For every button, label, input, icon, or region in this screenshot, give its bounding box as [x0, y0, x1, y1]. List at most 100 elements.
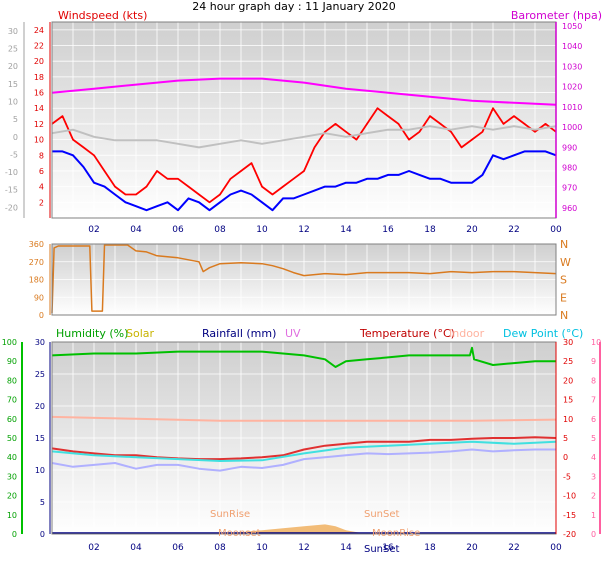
- compass-tick-label: S: [560, 274, 567, 287]
- windspeed-tick-label: 2: [39, 198, 44, 207]
- direction-panel-frame: [51, 243, 557, 316]
- barometer-axis-label: Barometer (hpa): [511, 9, 602, 22]
- humidity-tick-label: 40: [7, 453, 17, 462]
- rainfall-tick-label: 25: [35, 370, 45, 379]
- humidity-tick-label: 70: [7, 396, 17, 405]
- top-panel: Windspeed (kts) Barometer (hpa) 24681012…: [5, 9, 602, 235]
- uv-tick-label: 8: [591, 376, 596, 385]
- x-tick-label: 18: [424, 225, 436, 235]
- barometer-tick-label: 970: [562, 184, 577, 193]
- x-tick-label: 14: [340, 225, 352, 235]
- bottom-series-line-1: [51, 415, 557, 422]
- x-tick-label: 02: [88, 543, 99, 553]
- bottom-series-line-2: [51, 436, 557, 461]
- uv-tick-label: 3: [591, 472, 596, 481]
- x-tick-label: 04: [130, 543, 142, 553]
- legend-indoor: Indoor: [449, 327, 485, 340]
- temperature-tick-label: 15: [563, 396, 573, 405]
- uv-tick-label: 6: [591, 415, 596, 424]
- series-line-3: [51, 77, 557, 106]
- x-tick-label: 14: [340, 543, 352, 553]
- annotation-sunrise: SunRise: [210, 509, 250, 520]
- x-tick-label: 12: [298, 225, 309, 235]
- annotation-moonset: Moonset: [218, 528, 261, 539]
- windspeed-tick-label: 14: [34, 104, 44, 113]
- bottom-series-line-3: [51, 440, 557, 462]
- outdoor-temp-tick-label: -5: [10, 150, 18, 159]
- x-tick-label: 06: [172, 543, 184, 553]
- x-tick-label: 22: [508, 225, 519, 235]
- direction-series-line-0: [51, 244, 557, 314]
- windspeed-tick-label: 24: [34, 26, 44, 35]
- outdoor-temp-tick-label: 15: [8, 80, 18, 89]
- rainfall-tick-label: 0: [40, 530, 45, 539]
- humidity-tick-label: 10: [7, 511, 17, 520]
- barometer-tick-label: 1040: [562, 42, 582, 51]
- uv-tick-label: 9: [591, 357, 596, 366]
- bottom-series-line-4: [51, 448, 556, 472]
- humidity-tick-label: 100: [2, 338, 17, 347]
- rainfall-tick-label: 20: [35, 402, 45, 411]
- outdoor-temp-tick-label: -10: [5, 168, 18, 177]
- outdoor-temp-tick-label: -20: [5, 203, 18, 212]
- temperature-tick-label: 10: [563, 415, 573, 424]
- temperature-tick-label: -15: [563, 511, 576, 520]
- x-tick-label: 20: [466, 225, 478, 235]
- x-tick-label: 10: [256, 225, 268, 235]
- barometer-tick-label: 1020: [562, 83, 582, 92]
- outdoor-temp-tick-label: 10: [8, 97, 18, 106]
- chart-title: 24 hour graph day : 11 January 2020: [192, 0, 396, 13]
- legend-rainfall: Rainfall (mm): [202, 327, 276, 340]
- uv-tick-label: 4: [591, 453, 596, 462]
- rainfall-tick-label: 30: [35, 338, 45, 347]
- humidity-tick-label: 60: [7, 415, 17, 424]
- series-line-2: [51, 125, 557, 149]
- uv-tick-label: 7: [591, 396, 596, 405]
- x-tick-label: 00: [550, 225, 562, 235]
- legend-solar: Solar: [126, 327, 155, 340]
- rainfall-tick-label: 10: [35, 466, 45, 475]
- direction-tick-label: 180: [29, 276, 44, 285]
- humidity-tick-label: 0: [12, 530, 17, 539]
- legend-humidity: Humidity (%): [56, 327, 128, 340]
- windspeed-tick-label: 10: [34, 136, 44, 145]
- windspeed-tick-label: 6: [39, 167, 44, 176]
- humidity-tick-label: 90: [7, 357, 17, 366]
- series-line-0: [51, 107, 557, 204]
- uv-tick-label: 0: [591, 530, 596, 539]
- barometer-tick-label: 990: [562, 143, 577, 152]
- outdoor-temp-tick-label: 25: [8, 44, 18, 53]
- x-tick-label: 08: [214, 225, 226, 235]
- x-tick-label: 04: [130, 225, 142, 235]
- temperature-tick-label: -5: [563, 472, 571, 481]
- x-tick-label: 18: [424, 543, 436, 553]
- outdoor-temp-tick-label: 5: [13, 115, 18, 124]
- x-tick-label: 10: [256, 543, 268, 553]
- windspeed-tick-label: 16: [34, 89, 44, 98]
- windspeed-tick-label: 8: [39, 151, 44, 160]
- windspeed-tick-label: 12: [34, 120, 44, 129]
- temperature-tick-label: -20: [563, 530, 576, 539]
- compass-tick-label: E: [560, 291, 567, 304]
- x-tick-label: 00: [550, 543, 562, 553]
- x-tick-label: 02: [88, 225, 99, 235]
- temperature-tick-label: -10: [563, 492, 576, 501]
- x-tick-label: 16: [382, 225, 394, 235]
- annotation-sunset: SunSet: [364, 509, 400, 520]
- bottom-series-line-0: [51, 346, 556, 368]
- temperature-tick-label: 30: [563, 338, 573, 347]
- rainfall-tick-label: 5: [40, 498, 45, 507]
- barometer-tick-label: 1030: [562, 62, 582, 71]
- uv-tick-label: 1: [591, 511, 596, 520]
- legend-temperature: Temperature (°C): [359, 327, 455, 340]
- direction-tick-label: 360: [29, 240, 44, 249]
- temperature-tick-label: 5: [563, 434, 568, 443]
- compass-tick-label: N: [560, 309, 568, 322]
- outdoor-temp-tick-label: 20: [8, 62, 18, 71]
- compass-tick-label: N: [560, 238, 568, 251]
- direction-tick-label: 270: [29, 258, 44, 267]
- windspeed-tick-label: 18: [34, 73, 44, 82]
- temperature-tick-label: 25: [563, 357, 573, 366]
